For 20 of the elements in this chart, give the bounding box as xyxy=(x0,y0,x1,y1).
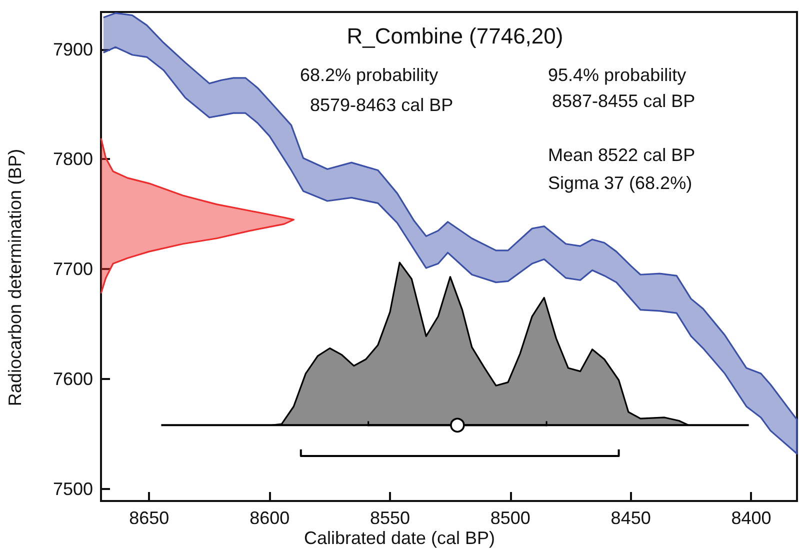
annotation: 8579-8463 cal BP xyxy=(310,95,454,115)
x-axis-title: Calibrated date (cal BP) xyxy=(304,528,496,548)
x-tick-label: 8600 xyxy=(250,508,290,528)
x-tick-label: 8650 xyxy=(129,508,170,528)
y-tick-label: 7600 xyxy=(52,369,93,390)
x-tick-label: 8550 xyxy=(370,508,410,528)
annotation: 8587-8455 cal BP xyxy=(552,91,696,111)
annotation: Mean 8522 cal BP xyxy=(548,145,696,165)
y-tick-label: 7900 xyxy=(52,39,93,60)
annotation: 68.2% probability xyxy=(300,65,438,85)
x-tick-label: 8450 xyxy=(610,508,651,528)
text: R_Combine (7746,20) xyxy=(346,24,564,48)
x-tick-label: 8500 xyxy=(490,508,530,528)
y-axis-title: Radiocarbon determination (BP) xyxy=(5,148,25,406)
annotation: Sigma 37 (68.2%) xyxy=(548,173,692,193)
y-tick-label: 7800 xyxy=(52,149,93,170)
annotation: 95.4% probability xyxy=(548,65,686,85)
y-tick-label: 7500 xyxy=(52,478,93,499)
y-tick-label: 7700 xyxy=(52,259,93,280)
x-tick-label: 8400 xyxy=(731,508,772,528)
